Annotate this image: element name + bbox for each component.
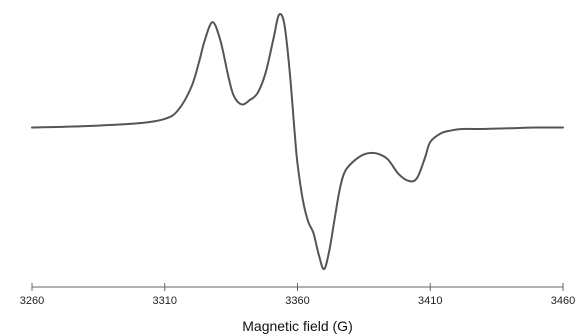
plot-area — [31, 12, 564, 271]
spectrum-line — [31, 12, 564, 271]
x-tick-label: 3260 — [20, 295, 44, 307]
x-tick-label: 3460 — [551, 295, 575, 307]
x-axis-label: Magnetic field (G) — [242, 318, 352, 334]
x-tick-label: 3310 — [153, 295, 177, 307]
x-tick-label: 3360 — [285, 295, 309, 307]
x-tick-label: 3410 — [418, 295, 442, 307]
x-axis-ticks: 3260 3310 3360 3410 3460 — [20, 283, 575, 307]
x-axis: 3260 3310 3360 3410 3460 — [20, 283, 575, 307]
